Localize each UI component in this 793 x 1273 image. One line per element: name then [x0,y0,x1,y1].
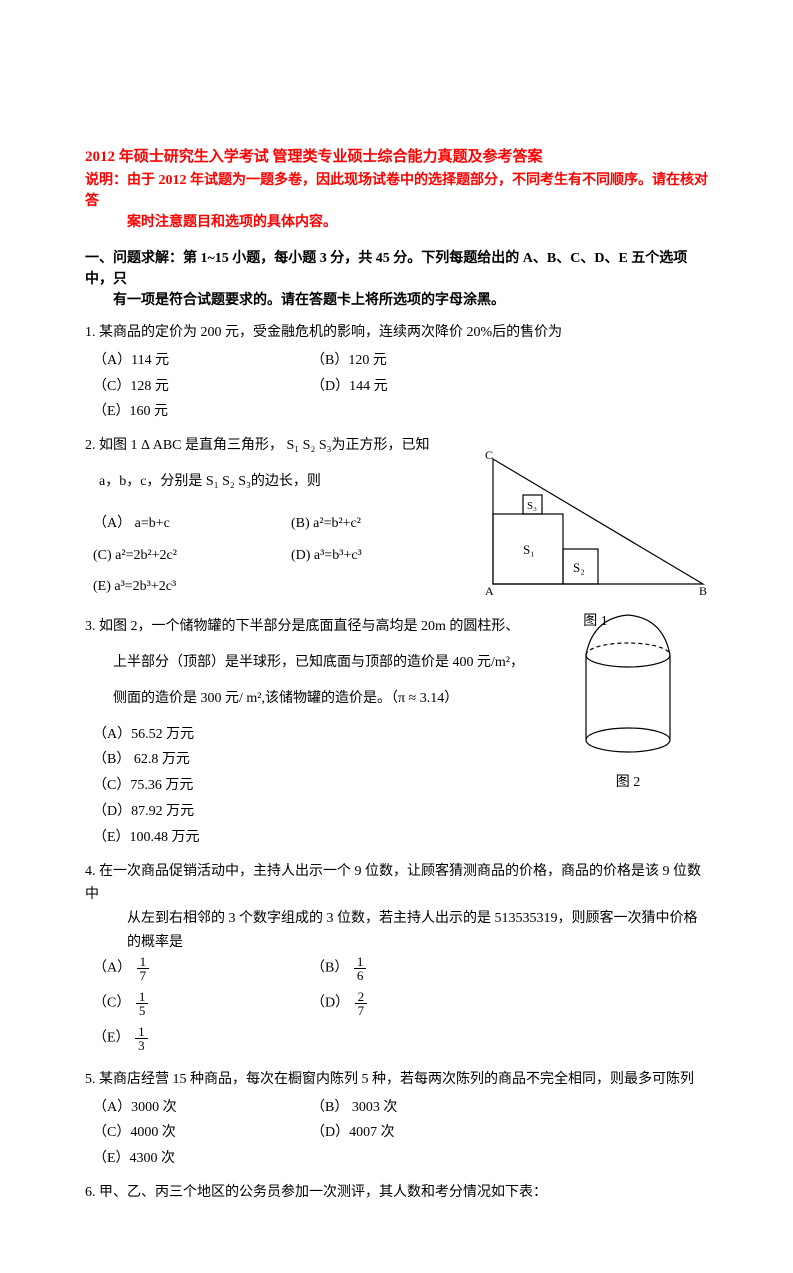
q1-opt-b: （B）120 元 [303,349,521,373]
q5-opt-a: （A）3000 次 [85,1096,303,1120]
doc-title: 2012 年硕士研究生入学考试 管理类专业硕士综合能力真题及参考答案 [85,145,708,166]
q4-opt-e: （E） 13 [85,1025,303,1052]
question-6: 6. 甲、乙、丙三个地区的公务员参加一次测评，其人数和考分情况如下表： [85,1181,708,1205]
q1-opt-a: （A）114 元 [85,349,303,373]
q3-opt-a: （A）56.52 万元 [85,723,303,747]
triangle-diagram-icon: S₁ S₂ S₃ A C B [483,449,708,599]
q2-opt-c: (C) a²=2b²+2c² [85,544,283,568]
q4-a-label: （A） [93,960,131,975]
q4-b-label: （B） [311,960,348,975]
figure-1: S₁ S₂ S₃ A C B 图 1 [483,449,708,634]
q2-opt-a: （A） a=b+c [85,512,283,536]
fraction-icon: 27 [355,990,368,1017]
q3-opt-d: （D）87.92 万元 [85,800,303,824]
question-3: 图 2 3. 如图 2，一个储物罐的下半部分是底面直径与高均是 20m 的圆柱形… [85,615,708,851]
section-l2: 有一项是符合试题要求的。请在答题卡上将所选项的字母涂黑。 [85,290,708,311]
q5-opt-c: （C）4000 次 [85,1121,303,1145]
q5-opt-d: （D）4007 次 [303,1121,521,1145]
q4-l1: 4. 在一次商品促销活动中，主持人出示一个 9 位数，让顾客猜测商品的价格，商品… [85,860,708,908]
fraction-icon: 13 [135,1025,148,1052]
q2-opt-b: (B) a²=b²+c² [283,512,481,536]
q4-l2: 从左到右相邻的 3 个数字组成的 3 位数，若主持人出示的是 513535319… [85,907,708,955]
fraction-icon: 16 [354,955,367,982]
q4-opt-b: （B） 16 [303,955,521,982]
q4-opt-c: （C） 15 [85,990,303,1017]
q3-opt-c: （C）75.36 万元 [85,774,303,798]
q5-opt-b: （B） 3003 次 [303,1096,521,1120]
q5-text: 5. 某商店经营 15 种商品，每次在橱窗内陈列 5 种，若每两次陈列的商品不完… [85,1068,708,1092]
note-line-2: 案时注意题目和选项的具体内容。 [85,215,337,230]
q3-opt-b: （B） 62.8 万元 [85,748,303,772]
question-2: 2. 如图 1 Δ ABC 是直角三角形， S₁ S₂ S₃为正方形，已知 a，… [85,434,708,607]
q3-opt-e: （E）100.48 万元 [85,826,303,850]
cylinder-diagram-icon [573,610,683,760]
q4-c-label: （C） [93,995,130,1010]
section-l1: 一、问题求解：第 1~15 小题，每小题 3 分，共 45 分。下列每题给出的 … [85,251,687,287]
fraction-icon: 15 [136,990,149,1017]
q1-opt-c: （C）128 元 [85,375,303,399]
q4-e-label: （E） [93,1030,130,1045]
question-1: 1. 某商品的定价为 200 元，受金融危机的影响，连续两次降价 20%后的售价… [85,321,708,426]
question-5: 5. 某商店经营 15 种商品，每次在橱窗内陈列 5 种，若每两次陈列的商品不完… [85,1068,708,1173]
svg-text:C: C [485,449,493,462]
q6-text: 6. 甲、乙、丙三个地区的公务员参加一次测评，其人数和考分情况如下表： [85,1181,708,1205]
question-4: 4. 在一次商品促销活动中，主持人出示一个 9 位数，让顾客猜测商品的价格，商品… [85,860,708,1060]
q5-opt-e: （E）4300 次 [85,1147,303,1171]
q2-opt-d: (D) a³=b³+c³ [283,544,481,568]
figure-2-caption: 图 2 [573,771,683,795]
svg-text:S₁: S₁ [523,542,535,557]
q2-opt-e: (E) a³=2b³+2c³ [85,575,473,599]
q1-opt-e: （E）160 元 [85,400,303,424]
doc-note: 说明：由于 2012 年试题为一题多卷，因此现场试卷中的选择题部分，不同考生有不… [85,170,708,233]
svg-text:A: A [485,584,494,598]
figure-2: 图 2 [573,610,683,795]
svg-text:B: B [699,584,707,598]
svg-text:S₂: S₂ [573,560,585,575]
note-line-1: 说明：由于 2012 年试题为一题多卷，因此现场试卷中的选择题部分，不同考生有不… [85,173,708,209]
q4-opt-d: （D） 27 [303,990,521,1017]
q1-text: 1. 某商品的定价为 200 元，受金融危机的影响，连续两次降价 20%后的售价… [85,321,708,345]
svg-text:S₃: S₃ [527,500,537,512]
fraction-icon: 17 [137,955,150,982]
q4-opt-a: （A） 17 [85,955,303,982]
document-page: 2012 年硕士研究生入学考试 管理类专业硕士综合能力真题及参考答案 说明：由于… [0,0,793,1273]
q4-d-label: （D） [311,995,349,1010]
section-header: 一、问题求解：第 1~15 小题，每小题 3 分，共 45 分。下列每题给出的 … [85,248,708,311]
q1-opt-d: （D）144 元 [303,375,521,399]
